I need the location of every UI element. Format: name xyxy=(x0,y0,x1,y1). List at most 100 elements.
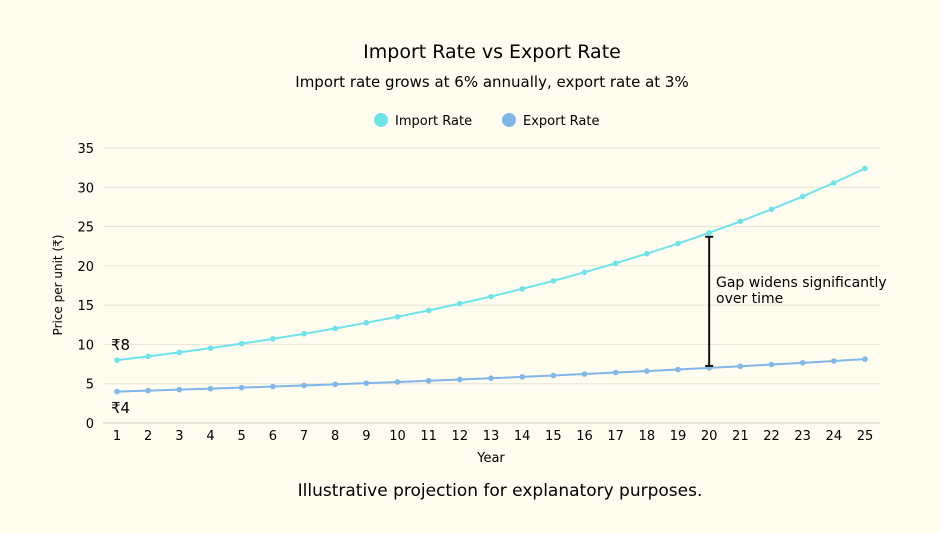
data-point xyxy=(394,379,401,385)
data-point xyxy=(145,353,151,360)
x-tick-label: 4 xyxy=(206,429,214,444)
x-tick-label: 9 xyxy=(362,429,370,444)
data-point xyxy=(581,371,588,377)
data-point xyxy=(238,384,245,391)
y-tick-label: 10 xyxy=(77,338,94,353)
x-tick-label: 1 xyxy=(113,429,121,444)
x-tick-label: 3 xyxy=(175,429,183,444)
x-tick-label: 15 xyxy=(545,429,562,444)
data-point xyxy=(238,340,245,347)
x-tick-label: 11 xyxy=(420,429,437,444)
x-tick-label: 21 xyxy=(732,429,749,444)
y-tick-label: 30 xyxy=(77,181,94,196)
data-point xyxy=(831,180,837,186)
data-point xyxy=(301,331,307,337)
y-axis-label: Price per unit (₹) xyxy=(51,235,65,336)
x-tick-label: 10 xyxy=(389,429,406,444)
data-point xyxy=(768,361,775,368)
data-point xyxy=(799,193,806,200)
x-tick-label: 6 xyxy=(269,429,277,444)
x-tick-label: 8 xyxy=(331,429,339,444)
data-point xyxy=(176,349,183,356)
data-point xyxy=(114,388,120,395)
data-point xyxy=(488,375,494,382)
series-export xyxy=(114,356,868,395)
data-point xyxy=(581,269,588,276)
x-tick-label: 14 xyxy=(514,429,531,444)
x-tick-label: 24 xyxy=(826,429,843,444)
x-tick-label: 5 xyxy=(238,429,246,444)
data-point xyxy=(706,229,712,236)
x-tick-label: 23 xyxy=(794,429,811,444)
x-tick-label: 17 xyxy=(607,429,624,444)
chart-subtitle: Import rate grows at 6% annually, export… xyxy=(295,73,688,91)
data-point xyxy=(207,345,214,351)
data-point xyxy=(550,372,557,379)
start-import-label: ₹8 xyxy=(111,336,130,354)
start-export-label: ₹4 xyxy=(111,399,130,417)
x-tick-label: 7 xyxy=(300,429,308,444)
data-point xyxy=(363,380,370,386)
data-point xyxy=(519,286,525,292)
data-point xyxy=(425,307,432,314)
x-tick-label: 19 xyxy=(670,429,687,444)
series-import xyxy=(114,165,868,363)
y-tick-label: 20 xyxy=(77,260,94,275)
data-point xyxy=(550,278,557,284)
y-tick-label: 0 xyxy=(86,417,94,432)
legend-marker-import xyxy=(374,113,388,127)
x-tick-label: 18 xyxy=(639,429,656,444)
data-point xyxy=(519,374,525,380)
legend-label-export: Export Rate xyxy=(523,114,600,129)
gap-annotation xyxy=(705,235,714,367)
data-point xyxy=(612,369,619,376)
series-line xyxy=(116,358,866,393)
data-point xyxy=(363,320,370,326)
legend-label-import: Import Rate xyxy=(395,114,472,129)
chart-title: Import Rate vs Export Rate xyxy=(363,41,621,63)
data-point xyxy=(737,218,744,225)
y-tick-label: 25 xyxy=(77,221,94,236)
data-point xyxy=(332,381,338,388)
legend-marker-export xyxy=(502,113,516,127)
x-tick-label: 20 xyxy=(701,429,718,444)
data-point xyxy=(114,357,120,363)
data-point xyxy=(270,336,276,342)
series-group xyxy=(114,165,868,395)
data-point xyxy=(675,366,681,373)
data-point xyxy=(862,356,868,362)
x-axis-label: Year xyxy=(476,451,505,466)
data-point xyxy=(270,383,276,390)
data-point xyxy=(488,293,494,300)
y-tick-label: 35 xyxy=(77,142,94,157)
data-point xyxy=(768,206,775,213)
x-tick-label: 12 xyxy=(452,429,469,444)
chart-footer: Illustrative projection for explanatory … xyxy=(298,481,703,501)
x-tick-label: 25 xyxy=(857,429,874,444)
data-point xyxy=(457,300,463,307)
data-point xyxy=(425,377,432,384)
legend: Import Rate Export Rate xyxy=(374,113,600,129)
data-point xyxy=(737,363,744,370)
y-tick-label: 15 xyxy=(77,299,94,314)
data-point xyxy=(207,385,214,392)
data-point xyxy=(145,387,151,394)
data-point xyxy=(799,360,806,366)
data-point xyxy=(301,382,307,389)
series-line xyxy=(116,167,866,362)
data-point xyxy=(862,165,868,172)
gap-text-line1: Gap widens significantly xyxy=(716,275,887,291)
data-point xyxy=(176,386,183,393)
data-point xyxy=(644,368,650,374)
data-point xyxy=(675,240,681,247)
y-tick-label: 5 xyxy=(86,378,94,393)
data-point xyxy=(332,325,338,332)
data-point xyxy=(831,358,837,364)
x-tick-label: 22 xyxy=(763,429,780,444)
data-point xyxy=(612,260,619,267)
data-point xyxy=(644,250,650,257)
gap-text-line2: over time xyxy=(716,291,783,307)
data-point xyxy=(457,376,463,383)
x-axis: 1 2 3 4 5 6 7 8 9 10 11 12 13 14 15 16 17 18 19 20 21 22 23 24 2… xyxy=(113,429,873,444)
